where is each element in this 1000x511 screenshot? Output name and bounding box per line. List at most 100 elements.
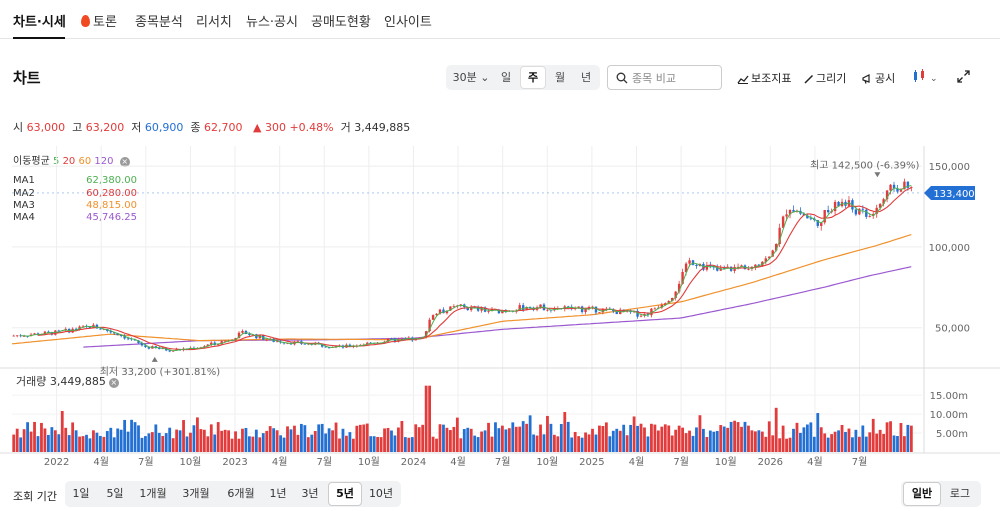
- candle-body: [275, 341, 279, 343]
- period-1d[interactable]: 1일: [72, 487, 90, 500]
- scale-linear[interactable]: 일반: [903, 482, 941, 506]
- candle-body: [217, 344, 220, 346]
- compare-search-input[interactable]: [632, 70, 718, 86]
- volume-bar: [740, 426, 743, 452]
- tab-insight[interactable]: 인사이트: [384, 15, 432, 30]
- candle-body: [664, 303, 667, 305]
- volume-bar: [656, 430, 660, 452]
- timeframe-month[interactable]: 월: [554, 71, 566, 84]
- period-5y[interactable]: 5년: [328, 482, 362, 506]
- candle-body: [747, 268, 750, 270]
- tab-research[interactable]: 리서치: [196, 15, 232, 30]
- timeframe-year[interactable]: 년: [580, 71, 592, 84]
- candle-body: [636, 310, 639, 317]
- candle-body: [175, 349, 178, 351]
- volume-bar: [587, 434, 591, 452]
- scale-log[interactable]: 로그: [949, 487, 971, 500]
- x-tick-label: 7월: [673, 456, 689, 468]
- period-1m[interactable]: 1개월: [139, 487, 167, 500]
- volume-bar: [743, 421, 747, 452]
- volume-bar: [57, 434, 61, 452]
- interval-dropdown[interactable]: 30분 ⌄: [450, 65, 492, 90]
- volume-bar: [296, 434, 300, 452]
- volume-bar: [733, 420, 736, 452]
- volume-bar: [500, 425, 504, 452]
- volume-bar: [442, 424, 445, 452]
- volume-bar: [46, 434, 50, 452]
- volume-bar: [750, 430, 754, 452]
- volume-bar: [781, 425, 785, 452]
- volume-bar: [487, 422, 490, 452]
- timeframe-day[interactable]: 일: [500, 71, 512, 84]
- volume-bar: [182, 420, 185, 452]
- volume-bar: [504, 429, 508, 452]
- volume-bar: [837, 430, 840, 452]
- period-10y[interactable]: 10년: [368, 487, 394, 500]
- period-selector: 1일 5일 1개월 3개월 6개월 1년 3년 5년 10년: [65, 481, 401, 507]
- volume-bar: [428, 385, 432, 452]
- volume-bar: [622, 424, 626, 452]
- volume-bar: [663, 424, 667, 452]
- candle-body: [650, 308, 653, 316]
- candle: [241, 329, 244, 335]
- price-chart[interactable]: 2022 4월 7월 10월 2023 4월 7월 10월 2024 4월 7월 10월 2025 4월 7…: [0, 140, 1000, 475]
- volume-bar: [445, 427, 449, 452]
- timeframe-week[interactable]: 주: [520, 66, 546, 89]
- volume-bar: [636, 425, 639, 452]
- volume-bar: [50, 427, 54, 452]
- volume-bar: [15, 428, 19, 452]
- tab-stock-analysis[interactable]: 종목분석: [135, 15, 183, 30]
- volume-bar: [559, 424, 563, 452]
- candle-body: [466, 307, 469, 311]
- period-6m[interactable]: 6개월: [227, 487, 255, 500]
- volume-bar: [851, 437, 854, 452]
- candle-body: [567, 306, 570, 308]
- draw-button[interactable]: 그리기: [804, 70, 846, 86]
- volume-bar: [563, 412, 567, 452]
- close-icon[interactable]: ×: [119, 157, 130, 167]
- volume-bar: [494, 422, 497, 452]
- ma4-value: 45,746.25: [86, 212, 137, 223]
- candle-body: [154, 346, 158, 348]
- volume-bar: [882, 433, 886, 452]
- volume-bar: [220, 430, 224, 452]
- volume-bar: [362, 424, 366, 452]
- period-1y[interactable]: 1년: [269, 487, 287, 500]
- period-3m[interactable]: 3개월: [182, 487, 210, 500]
- tab-discussion[interactable]: 토론: [81, 11, 117, 30]
- candle-body: [397, 339, 400, 342]
- x-tick-label: 4월: [807, 456, 823, 468]
- volume-bar: [379, 437, 383, 452]
- period-3y[interactable]: 3년: [301, 487, 319, 500]
- candle-body: [438, 309, 442, 314]
- tab-short-selling[interactable]: 공매도현황: [311, 15, 371, 30]
- disclosure-button[interactable]: 공시: [862, 70, 895, 86]
- volume-bar: [435, 438, 438, 452]
- volume-bar: [29, 431, 33, 452]
- search-icon: [616, 72, 628, 84]
- volume-bar: [407, 437, 411, 452]
- tab-news-disclosure[interactable]: 뉴스·공시: [246, 15, 298, 30]
- tab-chart-quote[interactable]: 차트·시세: [13, 15, 66, 30]
- fullscreen-icon[interactable]: [957, 70, 970, 83]
- candle-body: [826, 209, 830, 213]
- volume-bar: [334, 422, 338, 452]
- period-5d[interactable]: 5일: [106, 487, 124, 500]
- volume-bar: [549, 423, 553, 452]
- candle-body: [885, 190, 889, 200]
- candle-body: [265, 339, 268, 341]
- candle-body: [241, 330, 244, 333]
- close-icon[interactable]: ×: [108, 378, 119, 388]
- trend-icon: [737, 75, 749, 84]
- x-tick-label: 2023: [222, 457, 247, 468]
- volume-bar: [216, 422, 220, 452]
- volume-bar: [424, 385, 428, 452]
- volume-bar: [643, 427, 646, 452]
- candle-body: [736, 266, 740, 268]
- indicators-button[interactable]: 보조지표: [737, 70, 791, 86]
- chart-type-dropdown[interactable]: ⌄: [912, 69, 938, 84]
- candle-body: [431, 315, 435, 320]
- candle-body: [248, 333, 251, 336]
- candle-body: [487, 311, 490, 312]
- ma4-line: [83, 266, 912, 348]
